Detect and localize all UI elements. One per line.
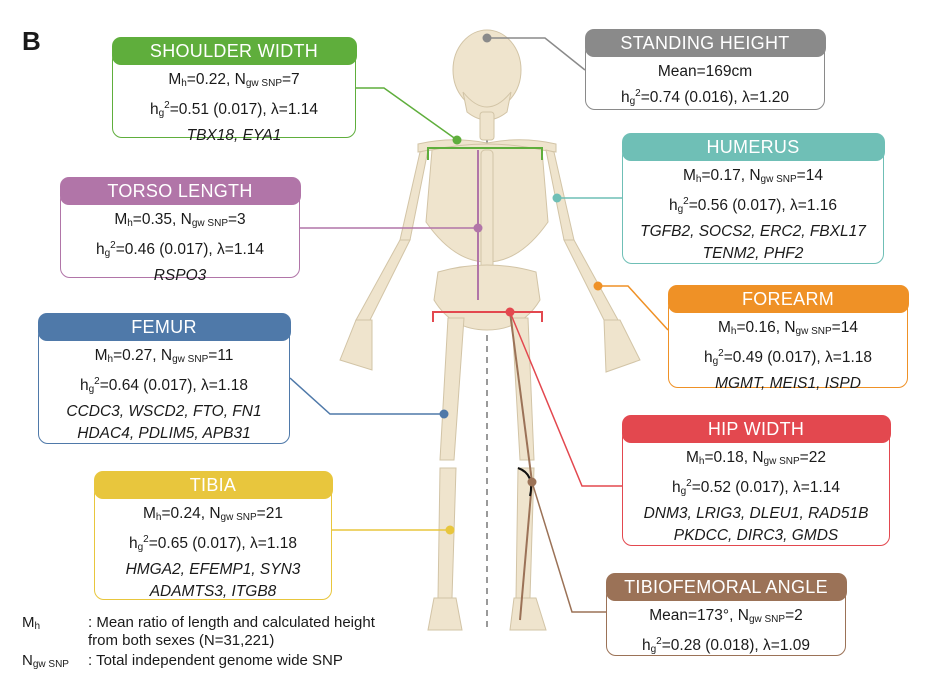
h2-line: hg2=0.49 (0.017), λ=1.18 [703, 348, 872, 367]
genes-line: DNM3, LRIG3, DLEU1, RAD51B [643, 505, 869, 522]
box-title: SHOULDER WIDTH [111, 37, 357, 65]
box-humerus: HUMERUS Mh=0.17, Ngw SNP=14 hg2=0.56 (0.… [621, 133, 885, 264]
genes-line: ADAMTS3, ITGB8 [149, 583, 277, 600]
dot-torso [473, 223, 483, 233]
mean-line: Mean=169cm [657, 63, 753, 80]
mh-line: Mh=0.27, Ngw SNP=11 [94, 347, 234, 365]
mh-line: Mh=0.18, Ngw SNP=22 [686, 449, 826, 467]
legend-mh-desc: : Mean ratio of length and calculated he… [88, 614, 375, 649]
dot-tibia [445, 525, 455, 535]
legend-nsnp: Ngw SNP : Total independent genome wide S… [22, 652, 388, 674]
dot-angle [527, 477, 537, 487]
leader-standing [487, 37, 586, 71]
genes-line: PKDCC, DIRC3, GMDS [673, 527, 839, 544]
leader-angle [531, 481, 606, 613]
box-title: FEMUR [37, 313, 291, 341]
h2-line: hg2=0.51 (0.017), λ=1.14 [149, 100, 318, 119]
box-torso-length: TORSO LENGTH Mh=0.35, Ngw SNP=3 hg2=0.46… [59, 177, 301, 284]
genes-line: HMGA2, EFEMP1, SYN3 [125, 561, 301, 578]
box-standing-height: STANDING HEIGHT Mean=169cm hg2=0.74 (0.0… [584, 29, 826, 110]
mh-line: Mh=0.17, Ngw SNP=14 [683, 167, 823, 185]
angle-arc [517, 467, 533, 497]
hip-bracket [432, 311, 543, 322]
box-title: HIP WIDTH [621, 415, 891, 443]
dot-shoulder [452, 135, 462, 145]
left-hand [339, 319, 373, 371]
legend-mh: Mh : Mean ratio of length and calculated … [22, 614, 388, 650]
right-foot [509, 597, 547, 631]
leader-forearm [598, 285, 669, 331]
left-foot [427, 597, 463, 631]
box-title: STANDING HEIGHT [584, 29, 826, 57]
mh-line: Mh=0.22, Ngw SNP=7 [168, 71, 300, 89]
genes-line: TGFB2, SOCS2, ERC2, FBXL17 [640, 223, 866, 240]
genes-line: CCDC3, WSCD2, FTO, FN1 [66, 403, 262, 420]
h2-line: hg2=0.46 (0.017), λ=1.14 [95, 240, 264, 259]
genes-line: RSPO3 [153, 267, 207, 284]
neck [479, 111, 495, 141]
box-tibia: TIBIA Mh=0.24, Ngw SNP=21 hg2=0.65 (0.01… [93, 471, 333, 600]
tibia-axis [519, 481, 533, 621]
dot-hip [505, 307, 515, 317]
dot-femur [439, 409, 449, 419]
box-forearm: FOREARM Mh=0.16, Ngw SNP=14 hg2=0.49 (0.… [667, 285, 909, 392]
box-femur: FEMUR Mh=0.27, Ngw SNP=11 hg2=0.64 (0.01… [37, 313, 291, 444]
h2-line: hg2=0.74 (0.016), λ=1.20 [620, 88, 789, 107]
mh-line: Mh=0.24, Ngw SNP=21 [143, 505, 283, 523]
h2-line: hg2=0.28 (0.018), λ=1.09 [641, 636, 810, 655]
box-title: TORSO LENGTH [59, 177, 301, 205]
right-femur [511, 317, 535, 461]
box-title: HUMERUS [621, 133, 885, 161]
dot-humerus [552, 193, 562, 203]
genes-line: TENM2, PHF2 [702, 245, 804, 262]
h2-line: hg2=0.65 (0.017), λ=1.18 [128, 534, 297, 553]
legend-mh-key: Mh [22, 614, 41, 632]
genes-line: HDAC4, PDLIM5, APB31 [77, 425, 251, 442]
left-forearm [355, 239, 411, 321]
box-title: TIBIA [93, 471, 333, 499]
box-hip-width: HIP WIDTH Mh=0.18, Ngw SNP=22 hg2=0.52 (… [621, 415, 891, 546]
mh-line: Mh=0.35, Ngw SNP=3 [114, 211, 246, 229]
shoulder-bracket [427, 147, 543, 160]
panel-label: B [22, 26, 41, 56]
left-humerus [399, 149, 429, 241]
box-title: TIBIOFEMORAL ANGLE [605, 573, 847, 601]
right-forearm [563, 239, 619, 321]
mh-line: Mh=0.16, Ngw SNP=14 [718, 319, 858, 337]
h2-line: hg2=0.56 (0.017), λ=1.16 [668, 196, 837, 215]
left-femur [439, 317, 465, 461]
legend-nsnp-desc: : Total independent genome wide SNP [88, 652, 343, 669]
leader-shoulder [356, 87, 458, 141]
mean-line: Mean=173°, Ngw SNP=2 [649, 607, 803, 625]
dot-standing [482, 33, 492, 43]
jaw [462, 91, 512, 121]
femur-axis [509, 311, 533, 483]
genes-line: TBX18, EYA1 [186, 127, 282, 144]
right-hand [603, 319, 641, 373]
dot-forearm [593, 281, 603, 291]
leader-femur [289, 377, 444, 415]
box-title: FOREARM [667, 285, 909, 313]
genes-line: MGMT, MEIS1, ISPD [715, 375, 861, 392]
leader-hip [509, 311, 622, 487]
h2-line: hg2=0.52 (0.017), λ=1.14 [671, 478, 840, 497]
box-shoulder-width: SHOULDER WIDTH Mh=0.22, Ngw SNP=7 hg2=0.… [111, 37, 357, 144]
legend-nsnp-key: Ngw SNP [22, 652, 69, 670]
h2-line: hg2=0.64 (0.017), λ=1.18 [79, 376, 248, 395]
box-tibiofemoral-angle: TIBIOFEMORAL ANGLE Mean=173°, Ngw SNP=2 … [605, 573, 847, 656]
